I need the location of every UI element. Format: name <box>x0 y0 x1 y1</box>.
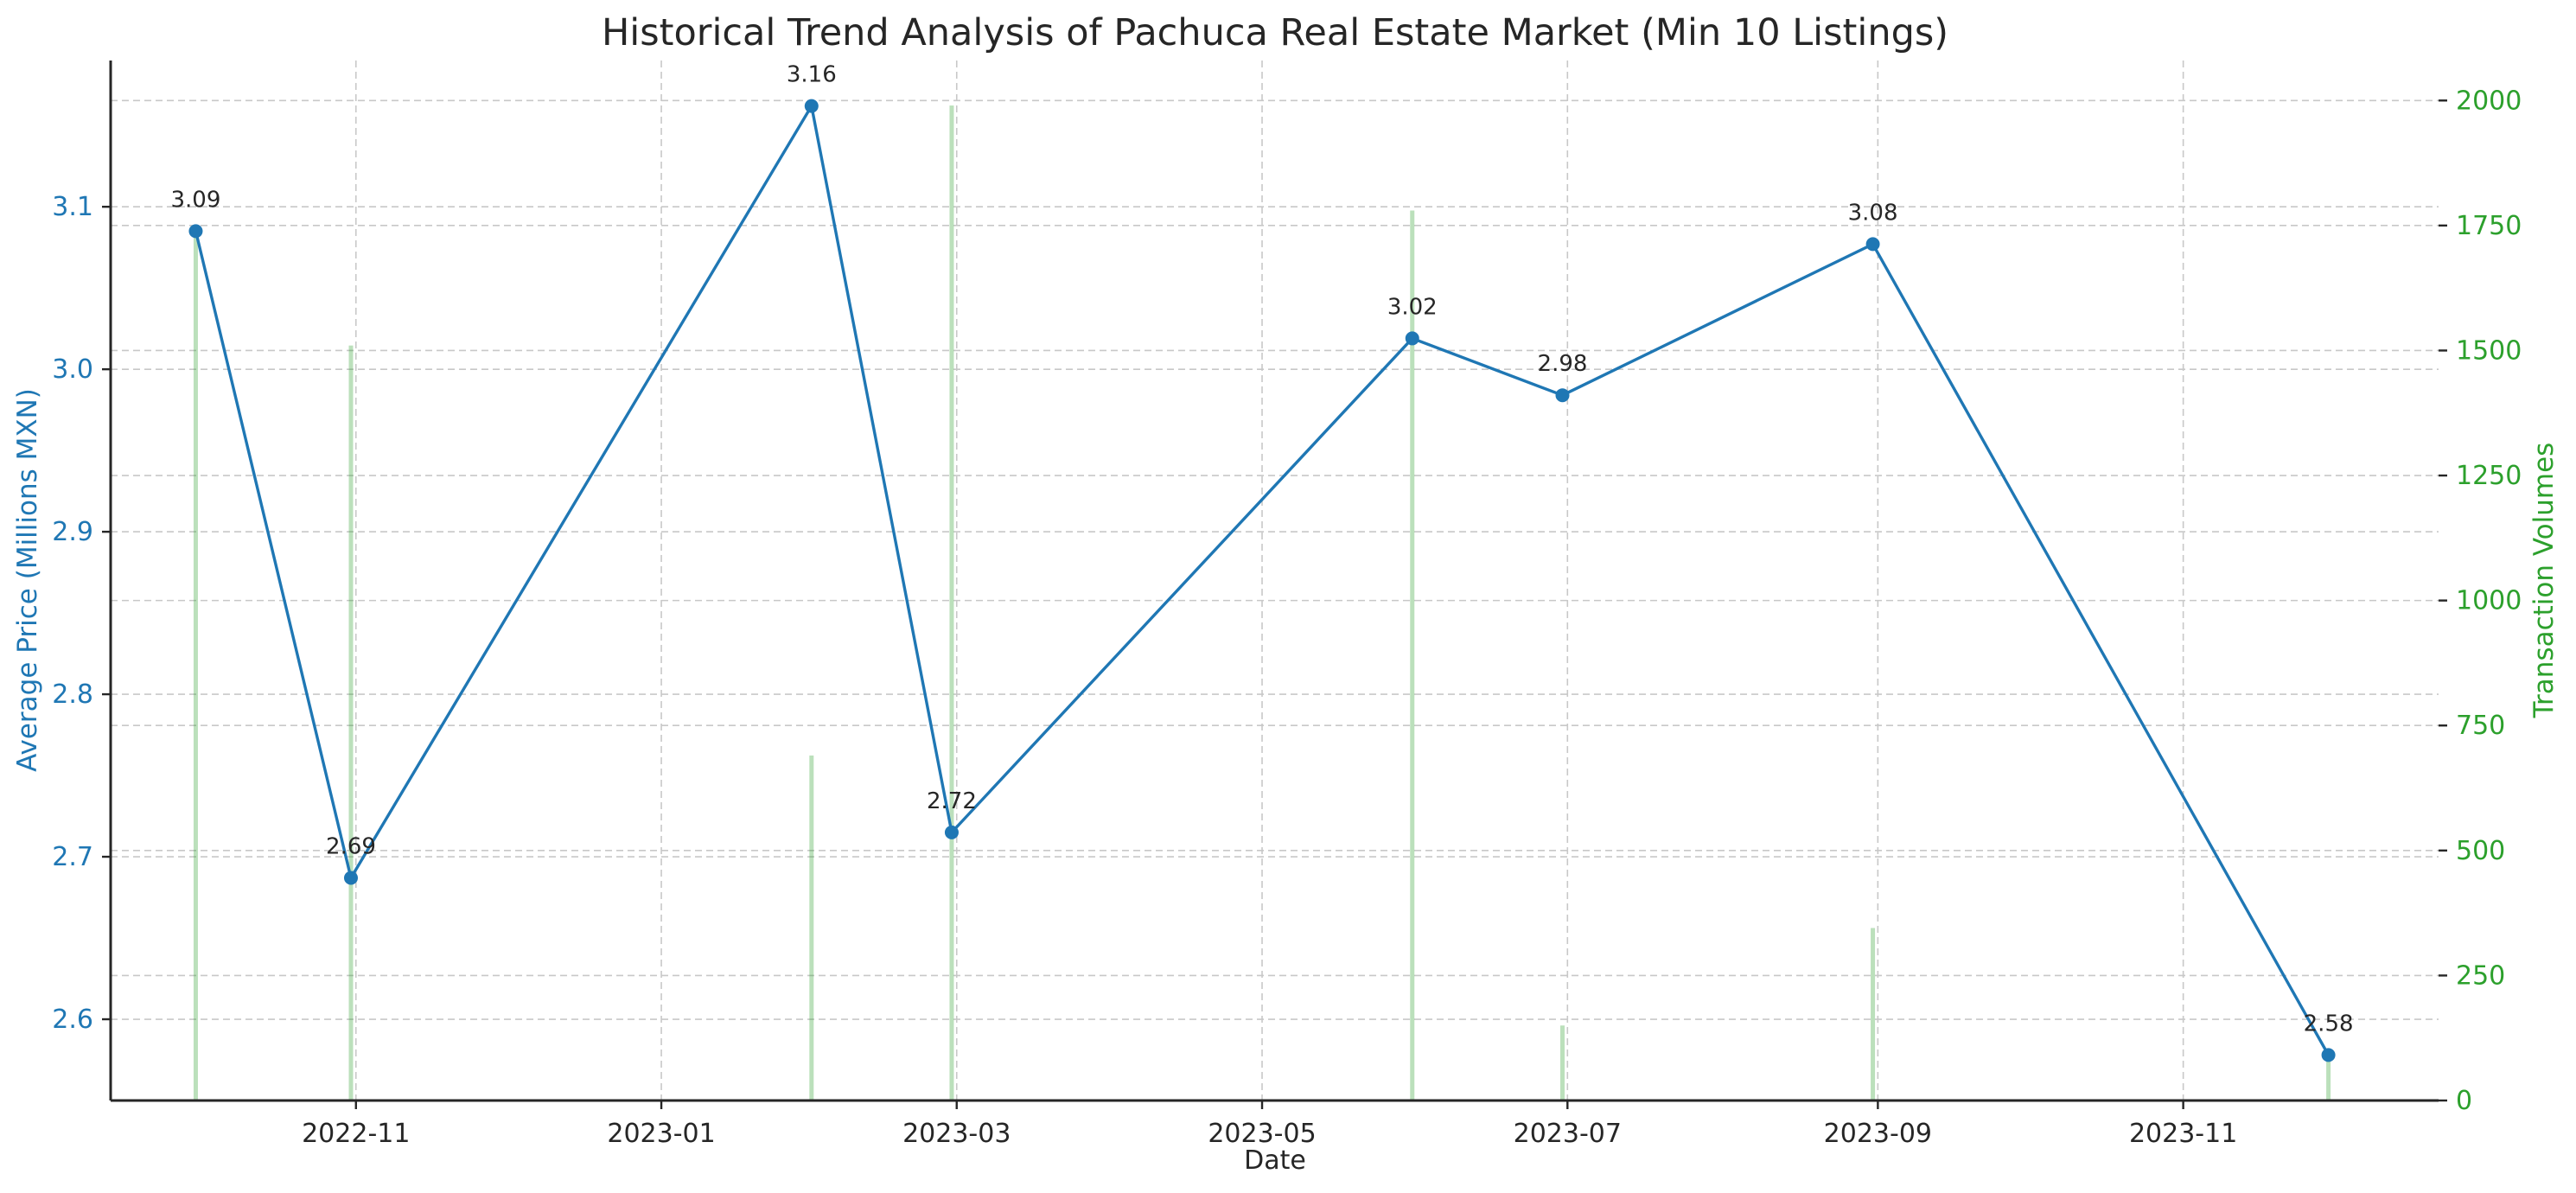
y-tick-label: 2.9 <box>52 517 93 547</box>
x-tick-label: 2023-03 <box>902 1119 1011 1149</box>
volume-bar <box>1560 1025 1565 1100</box>
price-point <box>1865 237 1880 252</box>
volume-bars <box>193 105 2331 1101</box>
y-tick-label: 2.6 <box>52 1005 93 1035</box>
y-tick-label: 2.8 <box>52 679 93 710</box>
price-data-label: 2.69 <box>326 833 376 859</box>
y-tick-label: 2.7 <box>52 842 93 872</box>
price-point <box>343 871 358 885</box>
grid-layer <box>111 61 2439 1101</box>
x-tick-label: 2023-01 <box>607 1119 715 1149</box>
y-tick-label: 3.1 <box>52 192 93 222</box>
y2-tick-label: 750 <box>2456 711 2505 741</box>
volume-bar <box>2326 1060 2331 1100</box>
price-point <box>2321 1048 2336 1062</box>
y2-tick-label: 2000 <box>2456 86 2522 116</box>
price-data-label: 3.16 <box>787 62 837 88</box>
x-tick-label: 2023-09 <box>1824 1119 1932 1149</box>
right-axis-title: Transaction Volumes <box>2528 443 2560 719</box>
x-axis-title: Date <box>1244 1145 1306 1176</box>
y2-tick-label: 1750 <box>2456 211 2522 241</box>
price-point <box>804 99 819 113</box>
x-tick-label: 2023-11 <box>2129 1119 2237 1149</box>
volume-bar <box>193 225 198 1100</box>
volume-bar <box>809 755 814 1100</box>
price-data-label: 3.08 <box>1848 200 1898 226</box>
axes <box>102 61 2447 1109</box>
y2-tick-label: 0 <box>2456 1086 2472 1116</box>
volume-bar <box>949 105 954 1101</box>
left-axis-title: Average Price (Millions MXN) <box>12 388 43 772</box>
y2-tick-label: 1500 <box>2456 335 2522 366</box>
price-data-label: 2.72 <box>927 788 977 814</box>
volume-bar <box>348 345 354 1100</box>
x-tick-label: 2023-05 <box>1208 1119 1316 1149</box>
volume-bar <box>1410 210 1415 1100</box>
price-point <box>1405 331 1419 346</box>
y2-tick-label: 500 <box>2456 836 2505 866</box>
volume-bar <box>1871 928 1876 1100</box>
price-point <box>188 224 203 239</box>
price-data-label: 2.58 <box>2304 1011 2354 1037</box>
price-point <box>944 825 959 839</box>
price-point <box>1555 388 1570 403</box>
price-line-layer <box>188 99 2336 1062</box>
y2-tick-label: 250 <box>2456 960 2505 991</box>
y2-tick-label: 1000 <box>2456 586 2522 616</box>
price-data-label: 2.98 <box>1538 351 1588 377</box>
chart-title: Historical Trend Analysis of Pachuca Rea… <box>602 11 1948 54</box>
x-tick-label: 2022-11 <box>302 1119 410 1149</box>
price-data-label: 3.09 <box>171 187 221 213</box>
price-line <box>194 104 2331 1056</box>
x-tick-label: 2023-07 <box>1514 1119 1622 1149</box>
y-tick-label: 3.0 <box>52 354 93 385</box>
data-labels: 3.09 2.69 3.16 2.72 3.02 2.98 3.08 2.58 <box>171 62 2354 1037</box>
tick-labels: 2022-11 2023-01 2023-03 2023-05 2023-07 2023-… <box>52 86 2522 1149</box>
y2-tick-label: 1250 <box>2456 461 2522 491</box>
price-data-label: 3.02 <box>1387 294 1438 320</box>
